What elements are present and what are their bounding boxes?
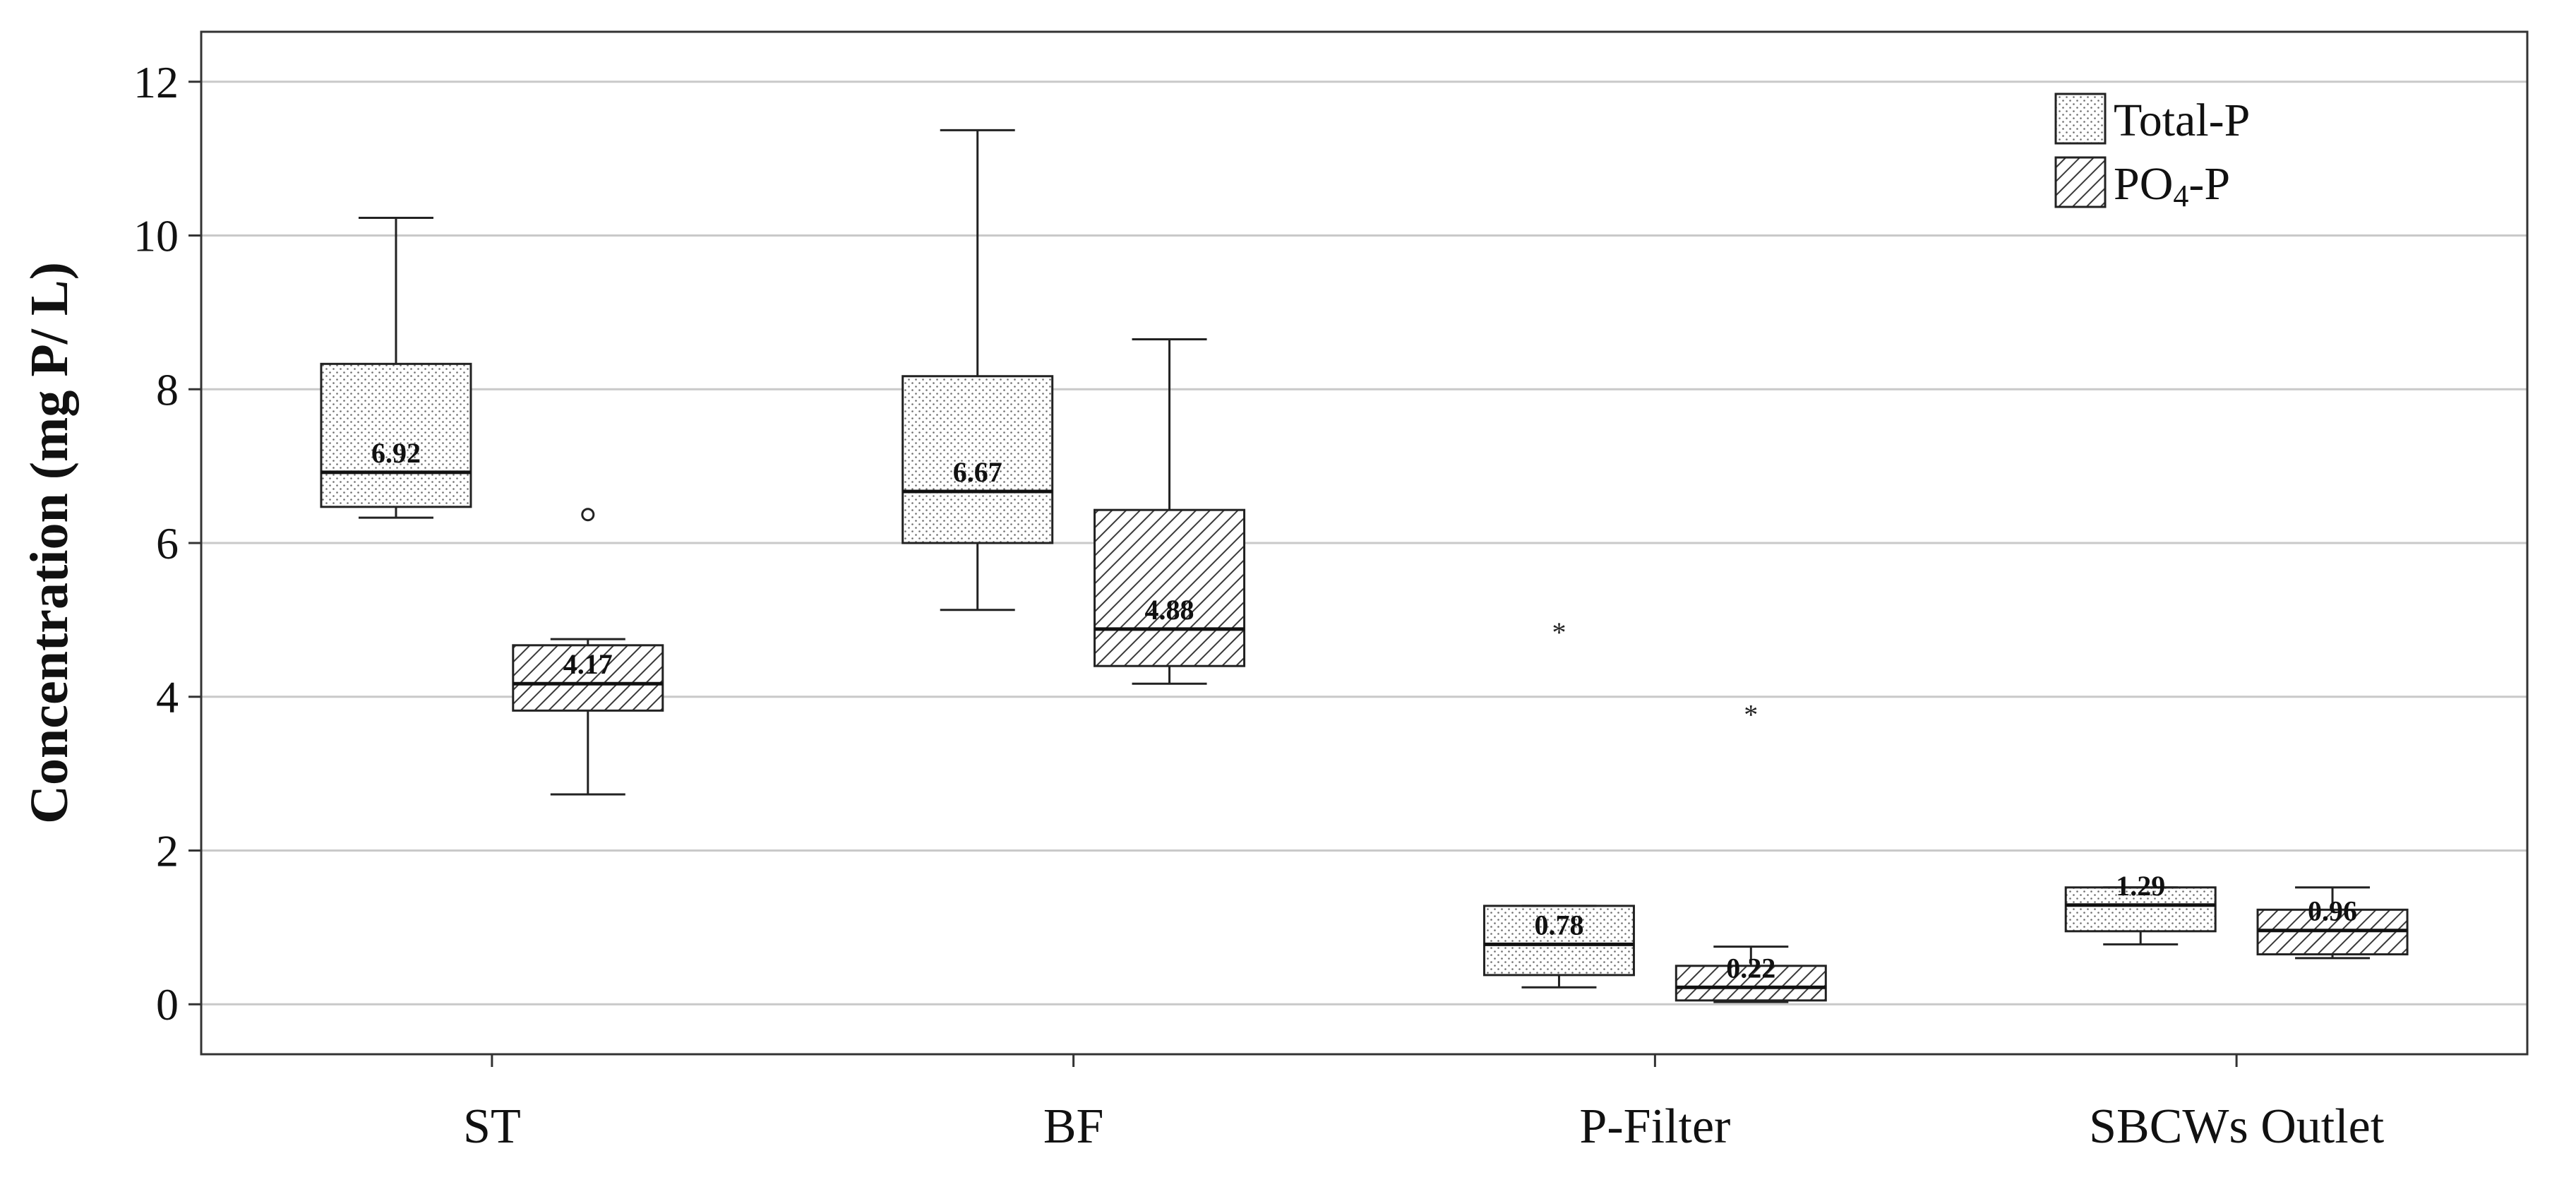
box-po4-p-st-outlier-0 [581,508,595,522]
axes: 0 2 4 6 8 10 12 Concentration (mg P/ L) ST BF P-Fi… [20,30,2529,1154]
ytick-label-2: 2 [156,825,179,876]
box-total-p-bf-median-label: 6.67 [953,456,1002,488]
box-po4-p-sbcws-outlet-median-label: 0.96 [2308,895,2357,927]
box-po4-p-st-median-label: 4.17 [563,648,613,680]
xtick-label-sbcws-outlet: SBCWs Outlet [2089,1099,2385,1154]
box-po4-p-st-iqr [512,644,664,712]
ytick-label-4: 4 [156,672,179,722]
box-total-p-p-filter-median-label: 0.78 [1534,909,1583,941]
box-total-p-p-filter-iqr [1482,905,1635,977]
y-axis-label: Concentration (mg P/ L) [20,262,79,824]
legend-label-total-p: Total-P [2114,95,2250,146]
ytick-label-10: 10 [133,211,179,261]
ytick-label-6: 6 [156,518,179,568]
box-po4-p-bf-iqr [1094,508,1246,667]
box-total-p-sbcws-outlet-median-label: 1.29 [2116,870,2165,902]
legend: Total-P PO4-P [2054,93,2250,213]
xtick-label-bf: BF [1043,1099,1104,1154]
box-total-p-sbcws-outlet-iqr [2064,886,2217,933]
box-po4-p-p-filter-extreme-0: * [1744,699,1758,731]
xtick-label-p-filter: P-Filter [1579,1099,1730,1154]
boxes: ** [320,129,2409,1003]
ytick-label-12: 12 [133,57,179,107]
box-total-p-st-iqr [320,362,472,508]
labels: 6.92 6.67 0.78 1.29 4.17 4.88 0.22 0.96 [371,437,2357,984]
legend-swatch-po4-p [2054,156,2107,208]
box-po4-p-bf-median-label: 4.88 [1145,594,1194,626]
gridlines [201,80,2527,1006]
xtick-label-st: ST [463,1099,521,1154]
legend-label-po4-p: PO4-P [2114,158,2230,213]
plot-frame [200,30,2529,1056]
ytick-label-0: 0 [156,979,179,1030]
box-total-p-st-median-label: 6.92 [371,437,421,469]
box-total-p-p-filter-extreme-0: * [1552,616,1566,648]
box-po4-p-p-filter-median-label: 0.22 [1726,952,1775,984]
ytick-label-8: 8 [156,364,179,414]
legend-swatch-total-p [2054,93,2107,145]
